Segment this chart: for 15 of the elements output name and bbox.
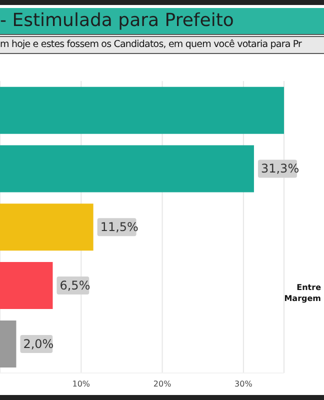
data-label: 11,5% (100, 220, 138, 234)
data-label: 31,3% (260, 162, 300, 176)
chart-title: - Estimulada para Prefeito (0, 8, 324, 35)
x-tick-label: 20% (153, 380, 172, 389)
bar (0, 262, 53, 310)
bar (0, 145, 254, 192)
chart-subtitle: m hoje e estes fossem os Candidatos, em quem você votaria para Pr (0, 36, 324, 54)
note: Entre Margem (284, 282, 321, 304)
bar (0, 320, 16, 368)
x-tick-label: 30% (234, 380, 253, 389)
bar (0, 204, 94, 251)
data-label: 6,5% (60, 278, 90, 293)
bar (0, 86, 284, 134)
x-tick-label: 10% (72, 380, 90, 389)
data-label: 2,0% (23, 336, 54, 351)
